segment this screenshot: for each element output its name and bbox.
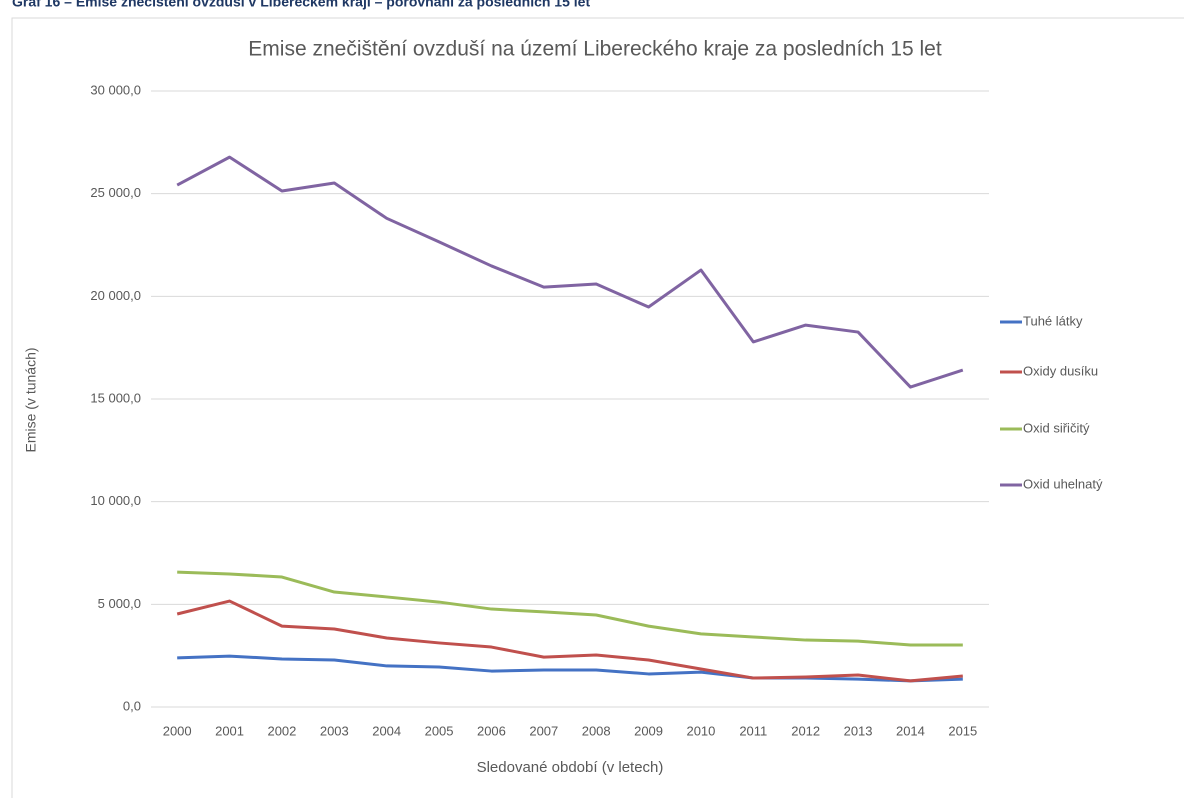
y-tick-label: 5 000,0 [98,596,141,611]
x-tick-label: 2010 [686,723,715,738]
x-tick-label: 2013 [844,723,873,738]
x-tick-label: 2011 [739,723,767,738]
series-line [176,155,964,389]
legend-label: Oxidy dusíku [1023,363,1098,378]
series-line [177,570,963,647]
x-tick-label: 2001 [215,723,244,738]
chart-title: Emise znečištění ovzduší na území Libere… [248,38,942,61]
chart-frame [11,17,1184,798]
x-tick-label: 2002 [267,723,296,738]
x-tick-label: 2015 [948,723,977,738]
legend-label: Tuhé látky [1023,313,1083,328]
y-tick-label: 0,0 [123,698,141,713]
y-tick-label: 25 000,0 [90,185,141,200]
x-tick-label: 2003 [320,723,349,738]
legend-label: Oxid uhelnatý [1023,476,1103,491]
x-tick-label: 2000 [163,723,192,738]
y-tick-label: 20 000,0 [90,288,141,303]
x-axis-label: Sledované období (v letech) [477,759,664,776]
caption: Graf 16 – Emise znečištění ovzduší v Lib… [12,0,590,10]
series-line [177,654,963,683]
y-tick-label: 15 000,0 [90,390,141,405]
y-tick-label: 10 000,0 [90,493,141,508]
y-tick-label: 30 000,0 [90,82,141,97]
legend-label: Oxid siřičitý [1023,420,1090,435]
x-tick-label: 2004 [372,723,401,738]
x-tick-label: 2006 [477,723,506,738]
y-axis-label: Emise (v tunách) [23,347,39,452]
x-tick-label: 2008 [582,723,611,738]
x-tick-label: 2009 [634,723,663,738]
x-tick-label: 2005 [425,723,454,738]
x-tick-label: 2007 [529,723,558,738]
x-tick-label: 2014 [896,723,925,738]
series-line [176,599,963,683]
x-tick-label: 2012 [791,723,820,738]
